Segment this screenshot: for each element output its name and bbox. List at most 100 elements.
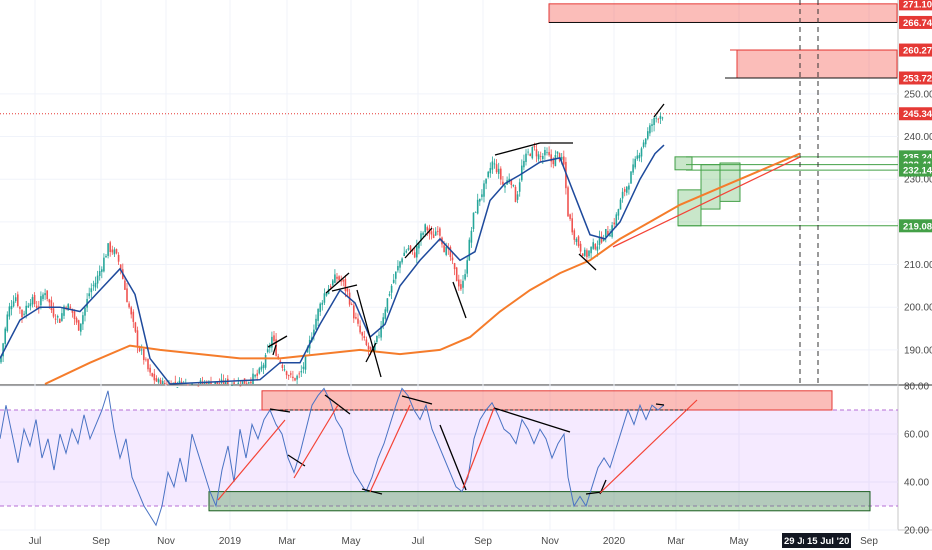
candle-body <box>151 373 153 377</box>
candle-body <box>443 245 445 253</box>
price-tag-label: 232.14 <box>903 166 932 177</box>
osc-tick-label: 60.00 <box>904 430 929 441</box>
candle-body <box>128 303 130 308</box>
candle-body <box>539 156 542 157</box>
candle-body <box>472 212 475 229</box>
price-tag-box <box>899 163 932 177</box>
candle-body <box>336 276 338 279</box>
support-box-2 <box>700 164 721 210</box>
candle-body <box>75 318 78 323</box>
candle-body <box>197 385 200 387</box>
candle-body <box>77 320 80 331</box>
candle-body <box>82 315 84 325</box>
candle-body <box>323 293 326 303</box>
candle-body <box>283 369 286 371</box>
osc-tick-label: 40.00 <box>904 478 929 489</box>
candle-body <box>96 275 99 284</box>
candle-body <box>458 279 460 287</box>
candle-body <box>25 305 27 315</box>
candle-body <box>300 371 303 373</box>
candle-body <box>191 383 193 385</box>
candle-body <box>176 387 179 388</box>
candle-body <box>449 247 452 258</box>
candle-body <box>27 305 30 308</box>
osc-band <box>0 410 898 506</box>
candle-body <box>623 189 626 192</box>
candle-body <box>315 318 317 330</box>
candle-body <box>166 384 168 386</box>
candle-body <box>42 294 44 299</box>
candle-body <box>485 178 487 184</box>
candle-body <box>296 375 298 380</box>
trend-line-1 <box>272 344 277 356</box>
trend-line-6 <box>404 227 433 259</box>
time-tick-label: Mar <box>278 536 296 547</box>
candle-body <box>392 279 395 283</box>
candle-body <box>464 274 466 280</box>
candle-body <box>510 179 513 185</box>
price-tag-label: 219.08 <box>903 221 932 232</box>
price-tag-label: 271.10 <box>903 0 932 10</box>
candle-body <box>455 267 458 282</box>
candle-body <box>334 274 336 283</box>
candle-body <box>403 252 405 257</box>
candle-body <box>548 151 550 156</box>
candle-body <box>90 288 93 293</box>
candle-body <box>365 339 368 346</box>
candle-body <box>31 297 34 305</box>
candle-body <box>376 335 378 342</box>
candle-body <box>157 379 160 383</box>
candle-body <box>554 155 557 167</box>
candle-body <box>14 297 17 302</box>
candle-body <box>588 250 590 257</box>
price-tick-label: 250.00 <box>904 89 932 100</box>
candle-body <box>512 185 515 187</box>
candle-body <box>149 367 151 373</box>
time-tick-label: 2019 <box>219 536 242 547</box>
candle-body <box>355 316 357 319</box>
osc-overbought-zone <box>261 390 833 411</box>
candle-body <box>460 284 462 290</box>
candle-body <box>592 242 594 249</box>
candle-body <box>495 164 498 173</box>
candle-body <box>476 199 479 214</box>
candle-body <box>346 288 349 292</box>
candle-body <box>50 300 53 311</box>
trend-line-11 <box>653 103 665 118</box>
osc-trend-line-8 <box>585 491 603 495</box>
candle-body <box>111 249 114 253</box>
candle-body <box>514 186 517 202</box>
candle-body <box>619 199 622 210</box>
candle-body <box>138 347 141 352</box>
candle-body <box>304 355 307 370</box>
candle-body <box>659 115 662 119</box>
candle-body <box>98 271 101 276</box>
price-tag-box <box>899 219 932 233</box>
candle-body <box>256 373 258 376</box>
osc-trend-line-3 <box>361 488 383 495</box>
candle-body <box>453 263 456 270</box>
candle-body <box>573 230 576 240</box>
support-box-1 <box>677 189 702 227</box>
candle-body <box>109 242 111 252</box>
candle-body <box>357 318 359 324</box>
candle-body <box>397 265 399 271</box>
candle-body <box>136 330 139 347</box>
candle-body <box>634 158 636 168</box>
price-tag-box <box>899 71 932 85</box>
osc-trend-line-0 <box>269 408 291 413</box>
candle-body <box>378 334 380 336</box>
candle-body <box>655 117 657 119</box>
candle-body <box>245 383 248 385</box>
candle-body <box>231 385 233 386</box>
candle-body <box>531 146 534 159</box>
candle-body <box>361 332 363 336</box>
candle-body <box>466 260 468 274</box>
osc-red-line-2 <box>369 404 411 493</box>
trend-line-3 <box>331 284 358 292</box>
candle-body <box>216 381 219 384</box>
candle-body <box>426 227 429 231</box>
candle-body <box>651 124 653 126</box>
candle-body <box>577 236 580 246</box>
candle-body <box>248 382 250 384</box>
